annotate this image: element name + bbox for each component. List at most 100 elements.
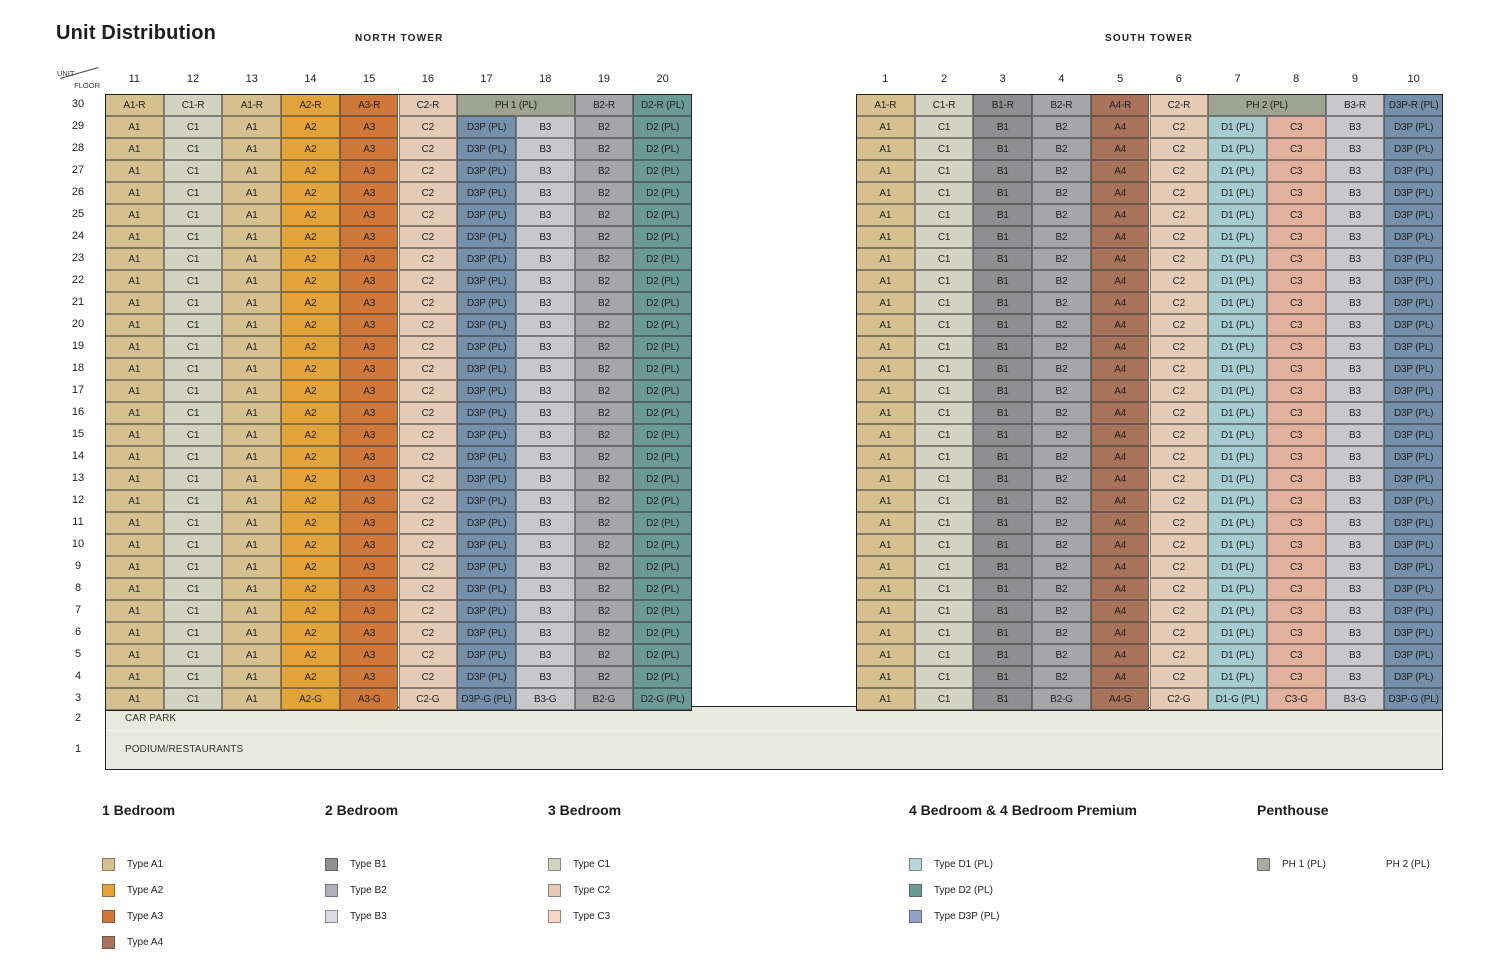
unit-cell[interactable]: D3P (PL)	[1384, 578, 1443, 600]
unit-cell[interactable]: PH 2 (PL)	[1208, 94, 1326, 116]
unit-cell[interactable]: A2	[281, 160, 340, 182]
unit-cell[interactable]: A4	[1090, 512, 1150, 534]
unit-cell[interactable]: C1	[163, 446, 223, 468]
unit-cell[interactable]: B3	[1325, 270, 1385, 292]
unit-cell[interactable]: A1	[856, 314, 915, 336]
unit-cell[interactable]: A2-G	[281, 688, 340, 710]
unit-cell[interactable]: D1 (PL)	[1208, 622, 1267, 644]
unit-cell[interactable]: A1	[856, 534, 915, 556]
unit-cell[interactable]: A1	[856, 622, 915, 644]
unit-cell[interactable]: A1	[856, 270, 915, 292]
unit-cell[interactable]: A1	[222, 204, 282, 226]
unit-cell[interactable]: A3	[339, 490, 399, 512]
unit-cell[interactable]: B2	[1032, 138, 1091, 160]
unit-cell[interactable]: C1	[914, 138, 974, 160]
unit-cell[interactable]: C2	[1149, 314, 1209, 336]
unit-cell[interactable]: A2	[281, 446, 340, 468]
unit-cell[interactable]: B3	[515, 116, 575, 138]
unit-cell[interactable]: C1	[163, 182, 223, 204]
unit-cell[interactable]: C2	[398, 402, 458, 424]
unit-cell[interactable]: A3	[339, 292, 399, 314]
unit-cell[interactable]: C1	[914, 160, 974, 182]
unit-cell[interactable]: A1	[856, 468, 915, 490]
unit-cell[interactable]: C1	[163, 468, 223, 490]
unit-cell[interactable]: C2	[398, 270, 458, 292]
unit-cell[interactable]: C1	[914, 336, 974, 358]
unit-cell[interactable]: B3	[1325, 446, 1385, 468]
unit-cell[interactable]: D3P (PL)	[457, 534, 516, 556]
unit-cell[interactable]: B3	[1325, 578, 1385, 600]
unit-cell[interactable]: C1	[163, 512, 223, 534]
unit-cell[interactable]: C2	[1149, 248, 1209, 270]
unit-cell[interactable]: C1	[163, 578, 223, 600]
unit-cell[interactable]: B2	[1032, 380, 1091, 402]
unit-cell[interactable]: A1	[222, 512, 282, 534]
unit-cell[interactable]: C3	[1266, 248, 1326, 270]
unit-cell[interactable]: B3	[1325, 138, 1385, 160]
unit-cell[interactable]: B3	[515, 644, 575, 666]
unit-cell[interactable]: A3	[339, 204, 399, 226]
unit-cell[interactable]: B3	[1325, 644, 1385, 666]
unit-cell[interactable]: B3	[1325, 182, 1385, 204]
unit-cell[interactable]: A1	[856, 248, 915, 270]
unit-cell[interactable]: D1 (PL)	[1208, 402, 1267, 424]
unit-cell[interactable]: C1	[163, 490, 223, 512]
unit-cell[interactable]: D2 (PL)	[633, 490, 692, 512]
unit-cell[interactable]: C2	[1149, 160, 1209, 182]
unit-cell[interactable]: B2	[574, 446, 634, 468]
unit-cell[interactable]: A1	[222, 292, 282, 314]
unit-cell[interactable]: B1-R	[973, 94, 1033, 116]
unit-cell[interactable]: A1	[222, 314, 282, 336]
unit-cell[interactable]: D2 (PL)	[633, 336, 692, 358]
unit-cell[interactable]: D3P (PL)	[457, 402, 516, 424]
unit-cell[interactable]: D2 (PL)	[633, 270, 692, 292]
unit-cell[interactable]: D3P (PL)	[1384, 446, 1443, 468]
unit-cell[interactable]: C2	[398, 622, 458, 644]
unit-cell[interactable]: A3	[339, 556, 399, 578]
unit-cell[interactable]: C2	[398, 578, 458, 600]
unit-cell[interactable]: C1	[914, 270, 974, 292]
unit-cell[interactable]: B1	[973, 204, 1033, 226]
unit-cell[interactable]: C3	[1266, 644, 1326, 666]
unit-cell[interactable]: D3P (PL)	[1384, 182, 1443, 204]
unit-cell[interactable]: D3P (PL)	[1384, 380, 1443, 402]
unit-cell[interactable]: C3	[1266, 490, 1326, 512]
unit-cell[interactable]: A1	[856, 490, 915, 512]
unit-cell[interactable]: B3	[1325, 666, 1385, 688]
unit-cell[interactable]: C1	[163, 358, 223, 380]
unit-cell[interactable]: B3	[1325, 226, 1385, 248]
unit-cell[interactable]: D3P (PL)	[457, 666, 516, 688]
unit-cell[interactable]: B2	[574, 336, 634, 358]
unit-cell[interactable]: D2 (PL)	[633, 204, 692, 226]
unit-cell[interactable]: A3	[339, 270, 399, 292]
unit-cell[interactable]: C2	[398, 248, 458, 270]
unit-cell[interactable]: A1	[856, 160, 915, 182]
unit-cell[interactable]: A1	[222, 446, 282, 468]
unit-cell[interactable]: A1	[222, 424, 282, 446]
unit-cell[interactable]: A2	[281, 578, 340, 600]
unit-cell[interactable]: C1	[914, 490, 974, 512]
unit-cell[interactable]: B1	[973, 446, 1033, 468]
unit-cell[interactable]: C1	[163, 336, 223, 358]
unit-cell[interactable]: A1	[856, 380, 915, 402]
unit-cell[interactable]: D3P (PL)	[1384, 138, 1443, 160]
unit-cell[interactable]: D1 (PL)	[1208, 468, 1267, 490]
unit-cell[interactable]: D1 (PL)	[1208, 182, 1267, 204]
unit-cell[interactable]: A4	[1090, 204, 1150, 226]
unit-cell[interactable]: C2	[398, 182, 458, 204]
unit-cell[interactable]: C1	[914, 380, 974, 402]
unit-cell[interactable]: B2	[1032, 270, 1091, 292]
unit-cell[interactable]: A4-G	[1090, 688, 1150, 710]
unit-cell[interactable]: D3P (PL)	[1384, 226, 1443, 248]
unit-cell[interactable]: B3	[515, 292, 575, 314]
unit-cell[interactable]: A2	[281, 204, 340, 226]
unit-cell[interactable]: B2	[574, 666, 634, 688]
unit-cell[interactable]: C3	[1266, 226, 1326, 248]
unit-cell[interactable]: B1	[973, 534, 1033, 556]
unit-cell[interactable]: A1	[856, 402, 915, 424]
unit-cell[interactable]: B2	[574, 402, 634, 424]
unit-cell[interactable]: A4	[1090, 424, 1150, 446]
unit-cell[interactable]: D3P (PL)	[1384, 490, 1443, 512]
unit-cell[interactable]: A1	[856, 688, 915, 710]
unit-cell[interactable]: A1	[222, 578, 282, 600]
